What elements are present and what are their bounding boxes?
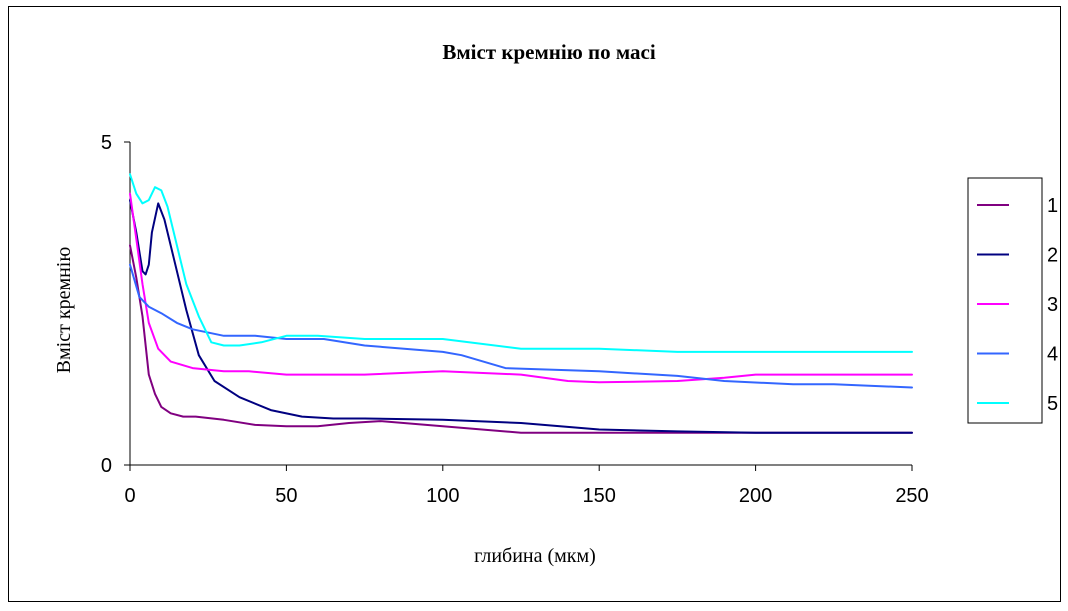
x-tick-label: 50 — [275, 485, 297, 507]
x-tick-label: 150 — [583, 485, 616, 507]
x-axis-title: глибина (мкм) — [474, 545, 596, 567]
series-line-5 — [129, 173, 913, 353]
legend-label-2: 2 — [1047, 245, 1058, 267]
x-tick-label: 100 — [426, 485, 459, 507]
y-tick-label: 5 — [101, 132, 112, 154]
legend-box — [967, 177, 1043, 424]
chart-area — [8, 6, 1061, 602]
series-line-3 — [129, 192, 913, 384]
chart-title: Вміст кремнію по масі — [442, 40, 655, 64]
series-line-1 — [129, 244, 913, 434]
x-tick-label: 0 — [124, 485, 135, 507]
plot-area: 0 50 100 150 200 250 0 5 — [101, 132, 929, 507]
legend-label-1: 1 — [1047, 195, 1058, 217]
series-line-4 — [129, 263, 913, 389]
legend-label-3: 3 — [1047, 294, 1058, 316]
x-tick-label: 200 — [739, 485, 772, 507]
legend-label-4: 4 — [1047, 344, 1058, 366]
series-line-2 — [129, 199, 913, 434]
y-tick-label: 0 — [101, 455, 112, 477]
legend-label-5: 5 — [1047, 393, 1058, 415]
y-axis-title: Вміст кремнію — [53, 247, 75, 374]
legend: 1 2 3 4 5 — [967, 177, 1058, 424]
x-tick-label: 250 — [895, 485, 928, 507]
